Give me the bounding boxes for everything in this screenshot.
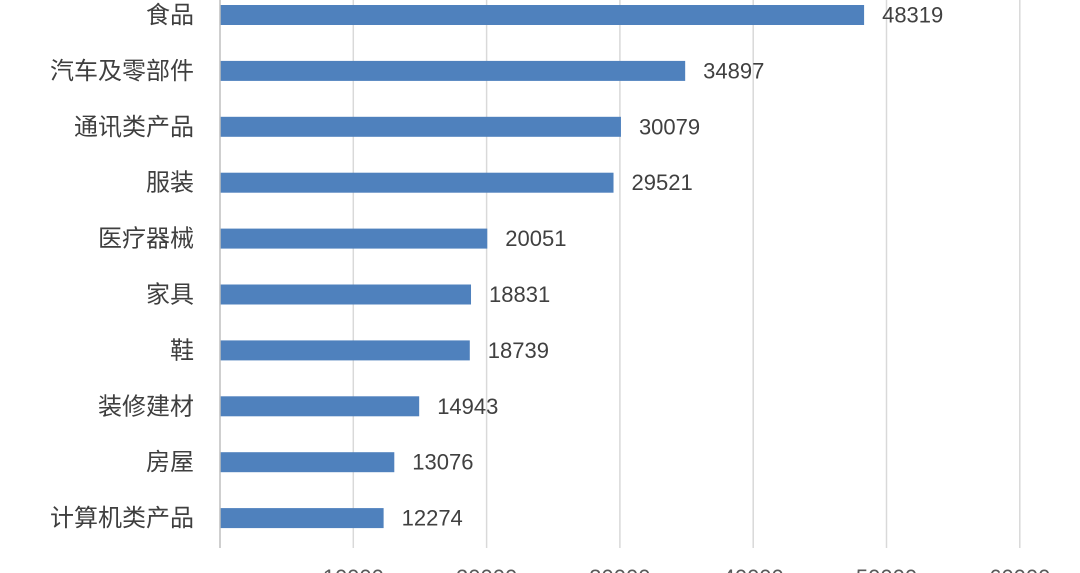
data-labels: 48319 34897 30079 29521 20051 18831 18739 14943… (402, 3, 944, 531)
x-tick-labels: 10000 20000 30000 40000 50000 60000 (323, 565, 1051, 573)
category-label-1: 食品 (146, 1, 194, 29)
bar-4 (220, 172, 614, 193)
data-label-4: 29521 (632, 170, 693, 195)
category-label-5: 医疗器械 (98, 225, 194, 253)
x-tick-label-20000: 20000 (456, 565, 517, 573)
data-label-5: 20051 (505, 226, 566, 251)
bar-10 (220, 508, 384, 529)
bar-2 (220, 60, 686, 81)
x-tick-label-60000: 60000 (989, 565, 1050, 573)
category-label-7: 鞋 (170, 336, 194, 364)
bar-9 (220, 452, 395, 473)
data-label-3: 30079 (639, 114, 700, 139)
x-tick-label-50000: 50000 (856, 565, 917, 573)
data-label-6: 18831 (489, 282, 550, 307)
data-label-10: 12274 (402, 506, 463, 531)
category-label-10: 计算机类产品 (50, 504, 194, 532)
data-label-8: 14943 (437, 394, 498, 419)
bars (220, 5, 865, 529)
x-tick-label-30000: 30000 (589, 565, 650, 573)
bar-5 (220, 228, 488, 249)
bar-7 (220, 340, 470, 361)
category-label-8: 装修建材 (98, 392, 194, 420)
category-label-4: 服装 (146, 169, 194, 197)
category-label-6: 家具 (146, 281, 194, 309)
data-label-9: 13076 (412, 450, 473, 475)
x-tick-label-10000: 10000 (323, 565, 384, 573)
category-label-9: 房屋 (146, 448, 194, 476)
data-label-1: 48319 (882, 3, 943, 28)
data-label-2: 34897 (703, 58, 764, 83)
category-label-3: 通讯类产品 (74, 113, 194, 141)
bar-6 (220, 284, 472, 305)
data-label-7: 18739 (488, 338, 549, 363)
x-tick-label-40000: 40000 (723, 565, 784, 573)
bar-3 (220, 116, 621, 137)
category-label-2: 汽车及零部件 (50, 57, 194, 85)
bar-8 (220, 396, 420, 417)
bar-1 (220, 5, 865, 25)
